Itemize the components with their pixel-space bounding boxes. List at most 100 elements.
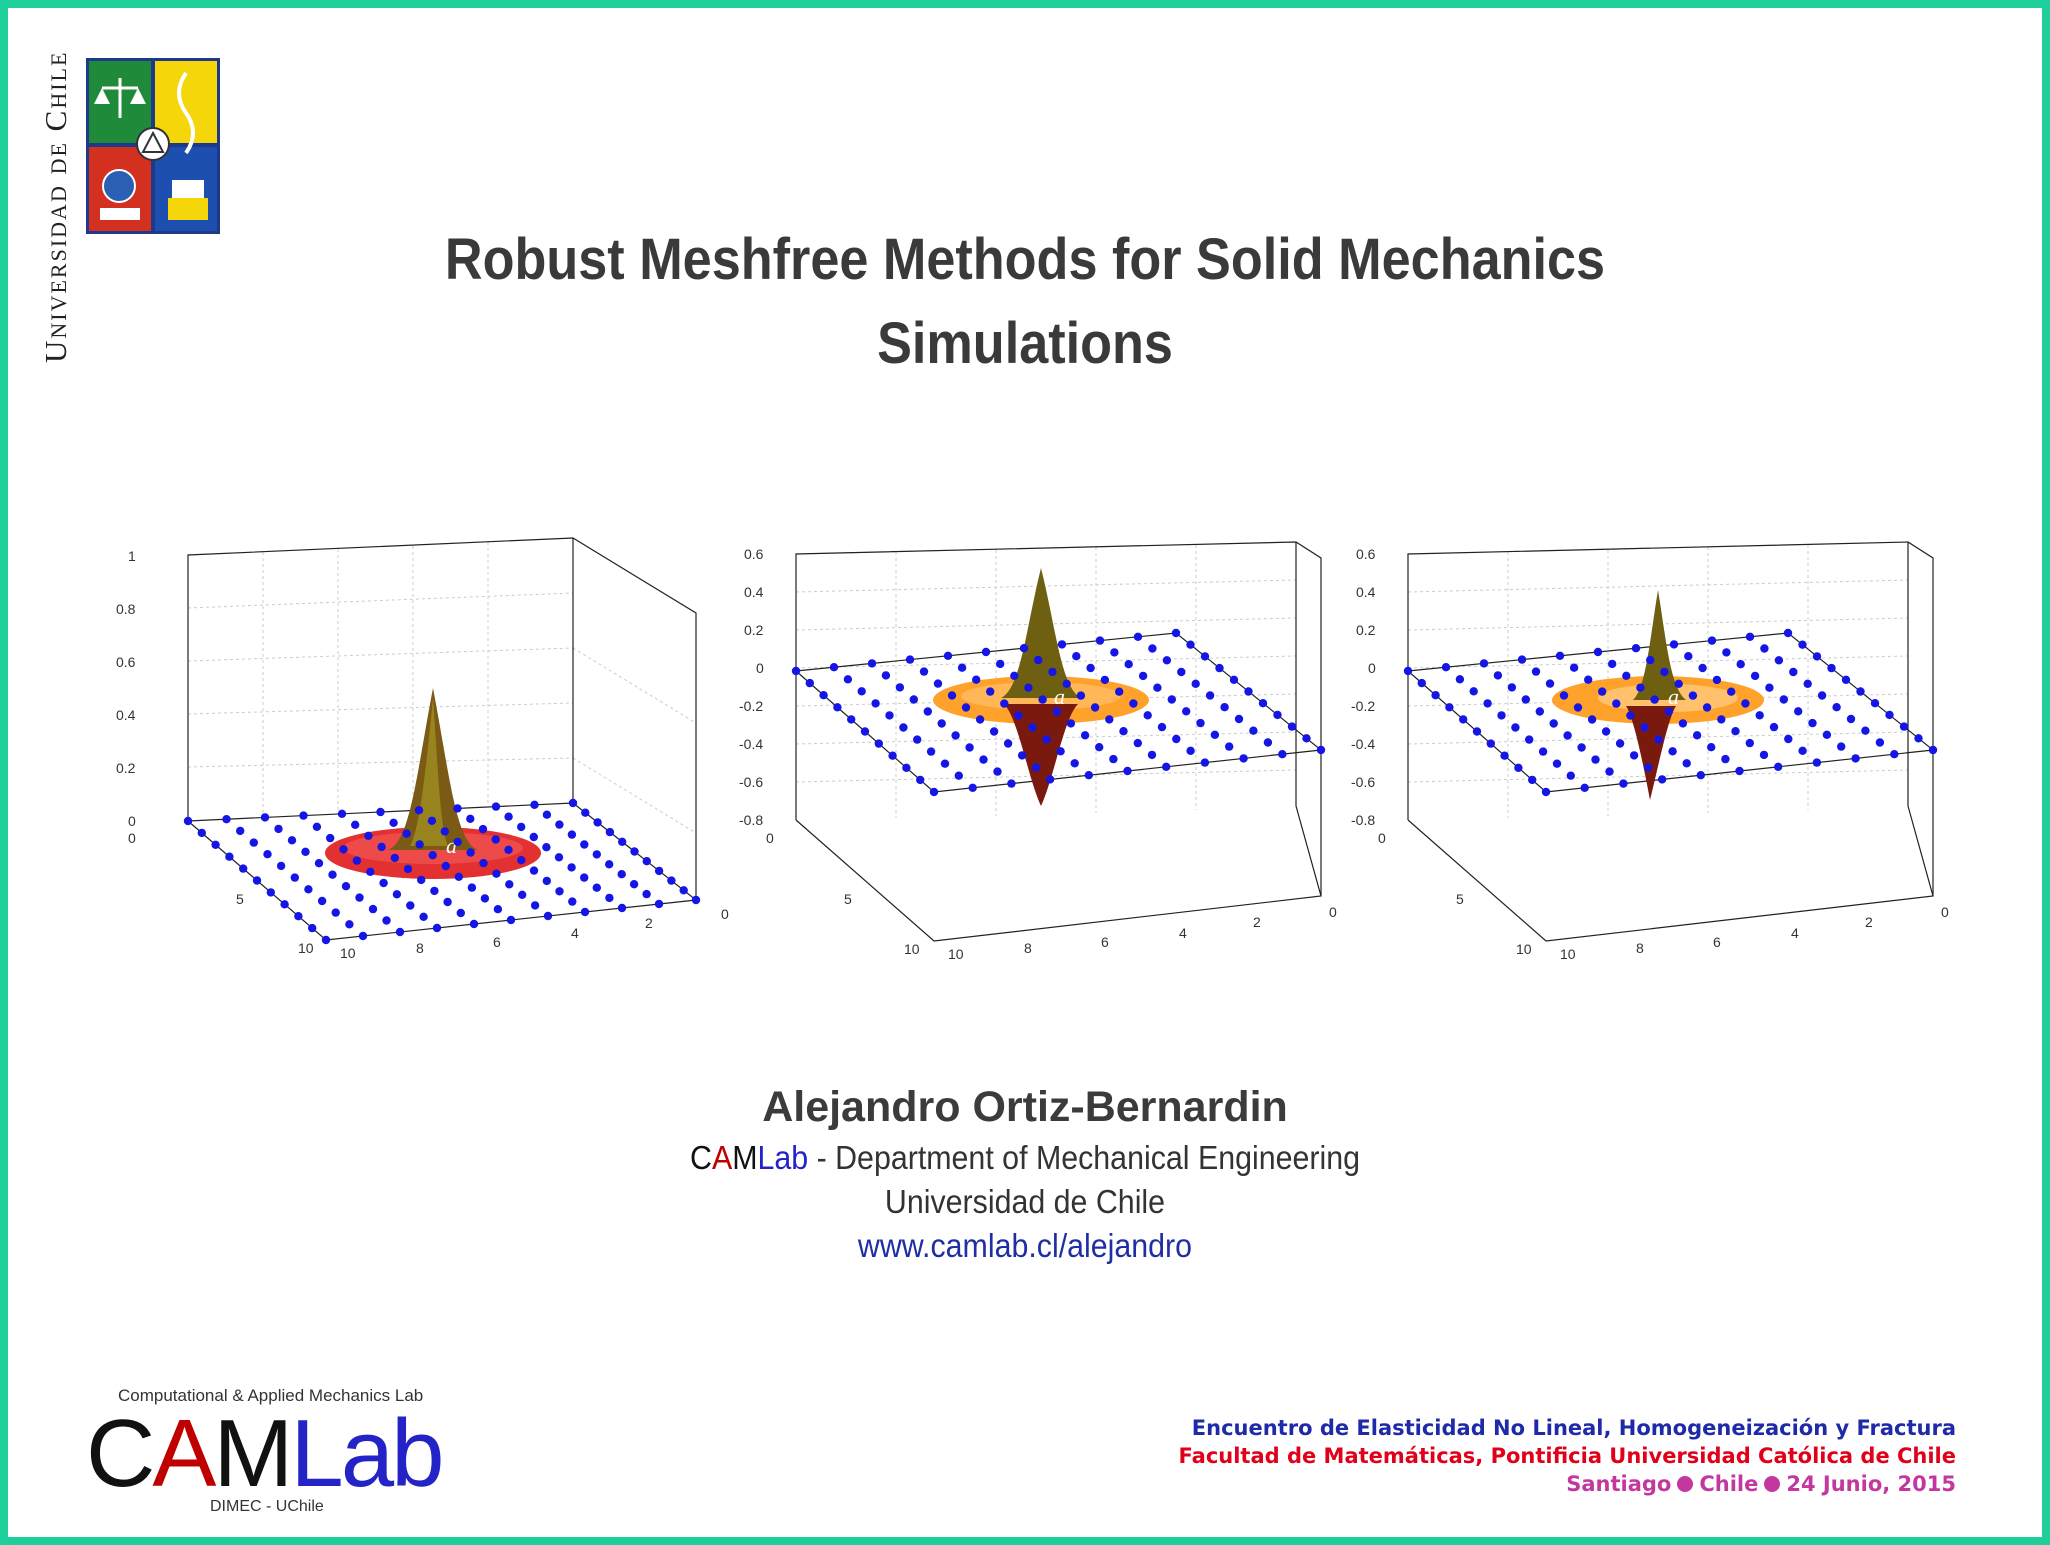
mesh-node	[1517, 655, 1527, 664]
author-website-link[interactable]: www.camlab.cl/alejandro	[857, 1227, 1193, 1264]
mesh-node	[312, 822, 322, 831]
mesh-node	[337, 809, 347, 818]
mesh-node	[1249, 726, 1258, 735]
mesh-node	[902, 763, 911, 772]
logo-bottom-text: DIMEC - UChile	[210, 1498, 324, 1515]
mesh-node	[567, 830, 577, 839]
y-tick: 0	[1378, 830, 1386, 846]
mesh-node	[654, 866, 664, 876]
mesh-node	[1200, 758, 1210, 767]
mesh-node	[417, 875, 426, 885]
mesh-node	[1186, 640, 1195, 649]
y-tick: 10	[904, 941, 920, 957]
y-tick: 0	[766, 830, 774, 846]
mesh-node	[968, 783, 977, 792]
mesh-node	[280, 900, 289, 909]
mesh-node	[478, 824, 488, 834]
mesh-node	[1629, 751, 1639, 760]
mesh-node	[308, 923, 317, 933]
mesh-node	[1827, 663, 1836, 673]
mesh-node	[1162, 762, 1171, 771]
mesh-node	[1045, 775, 1055, 784]
x-tick: 4	[1791, 925, 1799, 941]
mesh-node	[406, 901, 415, 910]
mesh-node	[937, 719, 946, 728]
mesh-node	[940, 759, 950, 768]
mesh-node	[530, 901, 540, 910]
mesh-node	[1808, 718, 1817, 728]
mesh-node	[1741, 699, 1750, 708]
mesh-node	[1441, 663, 1451, 672]
mesh-node	[1885, 710, 1894, 720]
mesh-node	[605, 827, 615, 837]
mesh-node	[491, 835, 500, 844]
mesh-node	[225, 852, 234, 861]
title-line-2: Simulations	[877, 311, 1173, 376]
mesh-node	[1062, 679, 1071, 688]
mesh-node	[1794, 707, 1803, 716]
mesh-node	[466, 814, 475, 823]
mesh-node	[555, 887, 564, 896]
mesh-node	[1812, 652, 1822, 661]
mesh-node	[1545, 679, 1555, 688]
logo-lab: Lab	[290, 1400, 444, 1507]
mesh-node	[905, 655, 915, 664]
x-tick: 4	[571, 925, 579, 941]
mesh-node	[629, 880, 639, 889]
z-tick: 0	[756, 660, 764, 676]
mesh-node	[993, 767, 1002, 776]
z-tick: 0.8	[116, 601, 136, 617]
mesh-node	[867, 659, 877, 668]
mesh-node	[517, 822, 526, 832]
x-tick: 10	[1560, 946, 1576, 962]
mesh-node	[1483, 699, 1492, 708]
mesh-node	[1095, 636, 1105, 645]
mesh-node	[947, 691, 957, 700]
mesh-node	[979, 755, 988, 764]
z-tick: -0.8	[1351, 812, 1375, 828]
university-vertical-text: Universidad de Chile	[38, 50, 73, 363]
mesh-node	[542, 810, 552, 819]
mesh-node	[1598, 687, 1607, 696]
mesh-node	[415, 840, 424, 849]
mesh-node	[1080, 731, 1090, 740]
mesh-node	[593, 818, 602, 827]
mesh-node	[1755, 711, 1764, 720]
mesh-node	[506, 915, 516, 925]
mesh-node	[654, 899, 664, 909]
mesh-node	[529, 866, 539, 875]
mesh-node	[919, 667, 929, 676]
mesh-node	[943, 651, 953, 660]
camlab-m: M	[732, 1139, 758, 1176]
mesh-node	[1875, 738, 1885, 747]
mesh-node	[1654, 735, 1663, 744]
mesh-node	[1712, 675, 1722, 685]
mesh-node	[1657, 775, 1667, 784]
mesh-node	[1783, 628, 1793, 638]
conference-date: 24 Junio, 2015	[1786, 1472, 1956, 1496]
mesh-node	[345, 920, 354, 929]
mesh-node	[1528, 775, 1537, 785]
mesh-node	[1124, 660, 1133, 669]
plot-1: a 1 0.8 0.6 0.4 0.2 0 0 5 10 10 8 6 4 2 …	[116, 528, 748, 988]
mesh-node	[581, 808, 590, 817]
mesh-node	[1584, 675, 1593, 684]
mesh-node	[1817, 691, 1827, 700]
mesh-node	[197, 828, 206, 838]
mesh-node	[1605, 767, 1614, 776]
mesh-node	[554, 853, 564, 862]
mesh-node	[432, 923, 442, 933]
z-tick: -0.8	[739, 812, 763, 828]
mesh-node	[403, 864, 413, 874]
y-tick: 0	[128, 830, 136, 846]
mesh-node	[885, 711, 894, 720]
mesh-node	[266, 888, 275, 897]
mesh-node	[1521, 695, 1530, 704]
mesh-node	[1731, 727, 1740, 736]
mesh-node	[419, 912, 428, 921]
mesh-node	[916, 775, 925, 785]
mesh-node	[1115, 687, 1124, 696]
mesh-node	[1643, 763, 1653, 772]
mesh-node	[1244, 687, 1253, 696]
conference-host: Facultad de Matemáticas, Pontificia Univ…	[1178, 1444, 1956, 1468]
